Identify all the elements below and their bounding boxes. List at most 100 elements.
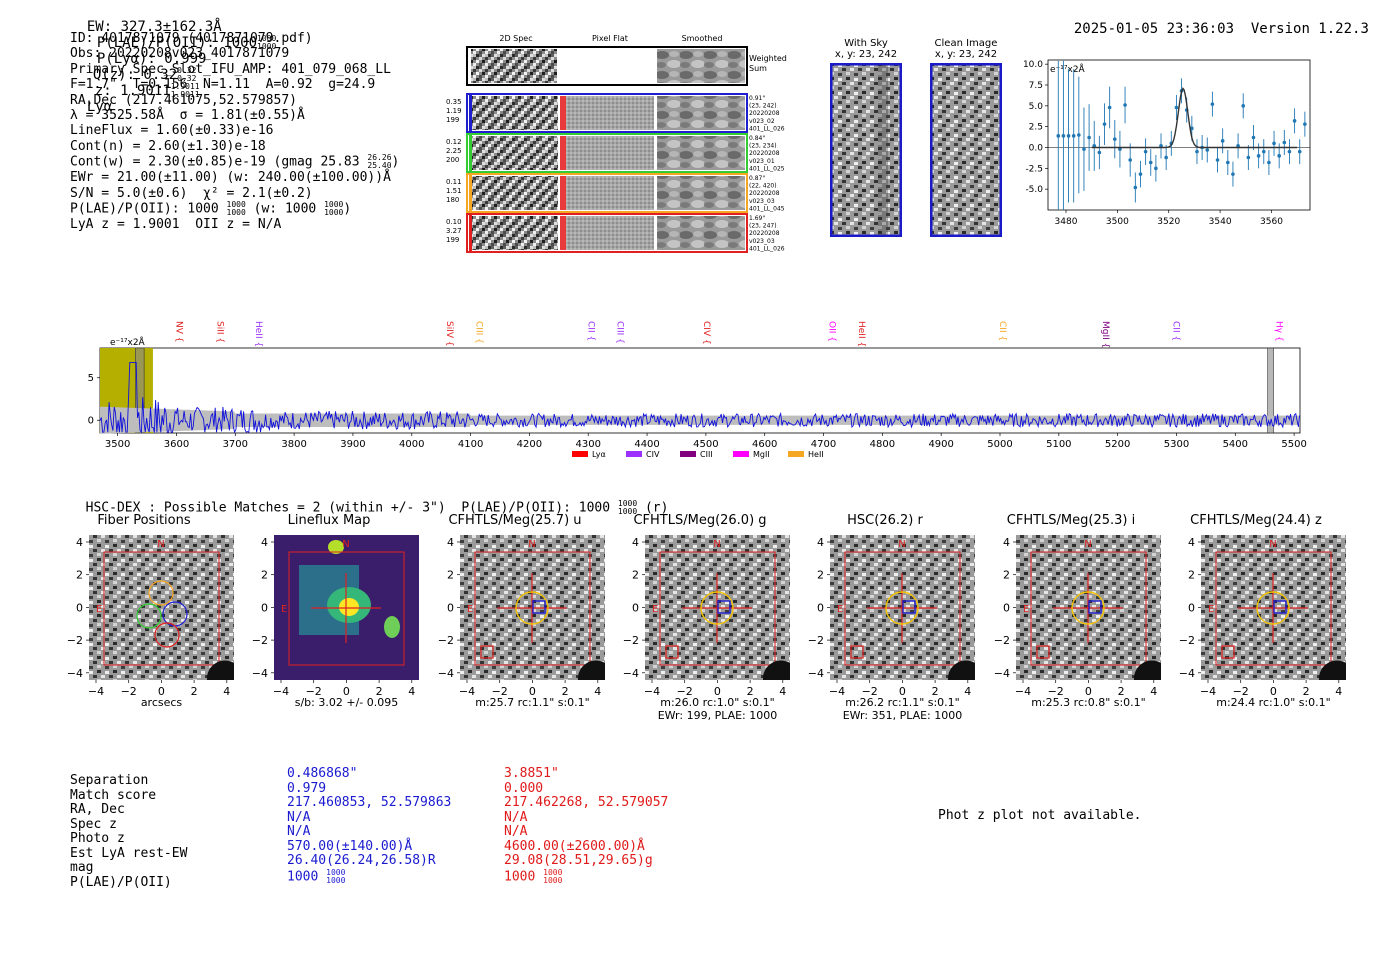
stamp-caption-line: EWr: 351, PLAE: 1000 [842, 709, 963, 722]
stamp-ytick-label: 2 [1188, 569, 1195, 582]
clean-image-title: Clean Image x, y: 23, 242 [934, 38, 998, 60]
stamp-panel: CFHTLS/Meg(26.0) g N E 4 2 0 −2 −4 −4 −2 0 2 4 m:26.0… [605, 510, 795, 725]
stamp-xtick-label: 0 [529, 685, 536, 698]
fiber-row-right-text: 1.69" [749, 215, 765, 222]
info-block: ID: 4017871079 (4017871079.pdf) Obs: 202… [70, 31, 399, 232]
fit-point [1164, 155, 1168, 160]
stamp-xtick-label: −4 [1200, 685, 1216, 698]
spec-legend-swatch [788, 451, 804, 457]
spec-legend-swatch [733, 451, 749, 457]
info-line-id: ID: 4017871079 (4017871079.pdf) [70, 31, 313, 46]
header-version: Version 1.22.3 [1250, 21, 1369, 37]
stamp-caption: arcsecs [79, 696, 244, 709]
weighted-label-2: Sum [749, 64, 767, 73]
spec-line-marker: CIV { [701, 321, 711, 345]
lineflux-peak [339, 598, 359, 616]
match-label-mag: mag [70, 860, 94, 875]
stamp-box [288, 551, 405, 666]
header-z: z: 1.9011 [94, 83, 171, 99]
spec-noise-band [100, 406, 1300, 434]
match-label-specz: Spec z [70, 816, 117, 832]
stamp-box [844, 551, 961, 666]
fiber-row-right-text: 20220208 [749, 190, 780, 197]
stamp-dark-corner [206, 660, 234, 680]
fit-point [1277, 154, 1281, 158]
fit-point [1097, 150, 1102, 155]
stamp-box [1215, 551, 1332, 666]
aperture-circle [515, 591, 549, 625]
fit-point [1123, 103, 1127, 107]
with-sky-cutout [830, 63, 902, 237]
stamp-caption-line: m:26.0 rc:1.0" s:0.1" [660, 696, 775, 709]
spec-line-marker: CII { [585, 321, 595, 341]
fiber-row-frame [466, 93, 748, 133]
col-head-smoothed: Smoothed [682, 34, 723, 43]
fiber-row-smoothed [657, 136, 745, 170]
stamp-box [474, 551, 591, 666]
match-label-ew: Est LyA rest-EW [70, 845, 188, 861]
spec-xtick-label: 3700 [223, 439, 248, 450]
stamp-xtick-label: −4 [88, 685, 104, 698]
stamp-xtick-label: 0 [343, 685, 350, 698]
match-box-red [850, 645, 864, 659]
spec-line-marker: HeII { [856, 321, 866, 347]
stamp-xtick-label: 4 [964, 685, 971, 698]
stamp-ytick-label: 2 [76, 569, 83, 582]
stamp-ytick-label: −2 [438, 634, 454, 647]
match-red-mag: 29.08(28.51,29.65)g [504, 853, 653, 868]
header-timestamp: 2025-01-05 23:36:03 [1073, 21, 1235, 37]
stamp-xtick-label: 2 [376, 685, 383, 698]
match-box-blue [717, 600, 731, 614]
match-box-blue [532, 600, 546, 614]
stamp-title: CFHTLS/Meg(24.4) z [1190, 513, 1322, 528]
spec-xtick-label: 4200 [517, 439, 542, 450]
spec-xtick-label: 4600 [752, 439, 777, 450]
spec-xtick-label: 4000 [399, 439, 424, 450]
fiber-row-2d [472, 136, 558, 170]
fit-point [1143, 149, 1148, 154]
stamp-caption: m:26.2 rc:1.1" s:0.1" EWr: 351, PLAE: 100… [820, 696, 985, 722]
spec-xtick-label: 4800 [870, 439, 895, 450]
stamp-caption-line: s/b: 3.02 +/- 0.095 [294, 696, 399, 709]
spec-hatch-band [1267, 347, 1274, 434]
fiber-row-right-text: 0.87" [749, 175, 765, 182]
stamp-ytick-label: −4 [623, 667, 639, 680]
spec-line-marker: SiIV { [444, 321, 454, 347]
stamp-image: N E 4 2 0 −2 −4 −4 −2 0 2 4 [1179, 535, 1346, 698]
spec-legend: Lyα CIV CIII MgII HeII [572, 450, 824, 459]
compass-north: N [157, 539, 164, 550]
compass-east: E [467, 604, 473, 615]
stamp-caption-line: EWr: 199, PLAE: 1000 [657, 709, 778, 722]
compass-north: N [1269, 539, 1276, 550]
header-plae: P(LAE)/P(OII): 1000 [96, 35, 258, 51]
fit-point [1287, 149, 1292, 154]
stamp-ytick-label: −4 [994, 667, 1010, 680]
fiber-row-right-text: 20220208 [749, 230, 780, 237]
fit-point [1303, 122, 1307, 126]
spec-legend-swatch [680, 451, 696, 457]
spec-legend-swatch [572, 451, 588, 457]
fit-ytick-label: -5.0 [1025, 185, 1043, 195]
match-red-photoz: N/A [504, 824, 528, 839]
fit-point [1082, 147, 1086, 151]
fiber-row-right-text: (23, 234) [749, 143, 777, 150]
fiber-row-right-text: v023_01 [749, 158, 775, 165]
stamp-ytick-label: −2 [623, 634, 639, 647]
fit-ytick-label: 10.0 [1023, 60, 1043, 70]
stamp-xtick-label: 4 [223, 685, 230, 698]
stamp-xtick-label: −2 [862, 685, 878, 698]
stamp-xtick-label: −4 [459, 685, 475, 698]
header-bar: EW: 327.3±162.3Å P(LAE)/P(OII): 10001000… [70, 3, 276, 115]
stamp-caption-line: m:26.2 rc:1.1" s:0.1" [845, 696, 960, 709]
match-blue-ew: 570.00(±140.00)Å [287, 838, 413, 854]
stamp-xtick-label: 0 [1085, 685, 1092, 698]
stamp-caption: m:25.3 rc:0.8" s:0.1" [1006, 696, 1171, 709]
spec-xtick-label: 5200 [1105, 439, 1130, 450]
info-line-obs: Obs: 20220208v023_4017871079 [70, 46, 290, 62]
fit-point [1107, 105, 1112, 110]
stamp-ytick-label: 0 [447, 601, 454, 614]
spec-xtick-label: 5500 [1281, 439, 1306, 450]
spec-xtick-label: 5300 [1164, 439, 1189, 450]
stamp-ytick-label: −2 [252, 634, 268, 647]
